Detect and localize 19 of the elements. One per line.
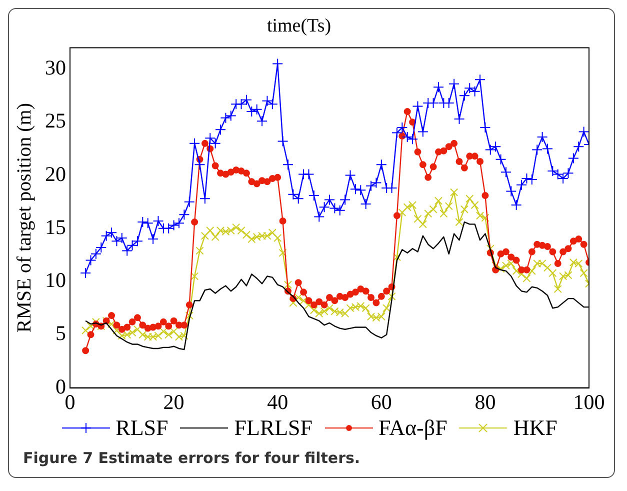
x-tick-label: 40 [267,390,288,414]
y-tick-label: 30 [45,56,66,80]
y-tick-label: 25 [45,108,66,133]
y-tick-label: 15 [45,214,66,239]
y-tick-label: 10 [45,268,66,292]
y-tick-label: 5 [56,321,66,346]
x-tick-label: 100 [573,390,605,414]
chart-title: time(Ts) [266,15,332,36]
x-tick-label: 80 [474,390,496,414]
legend-label: RLSF [116,415,168,441]
y-tick-label: 0 [56,374,66,398]
y-tick-label: 20 [45,162,66,186]
y-axis-title: RMSE of target position (m) [13,102,36,333]
x-tick-label: 60 [370,390,392,414]
caption: Figure 7 Estimate errors for four filters. [22,448,362,469]
legend-label: FAα-βF [378,415,448,441]
legend-label: FLRLSF [234,415,313,441]
legend-label: HKF [513,415,558,441]
x-tick-label: 20 [163,390,184,414]
